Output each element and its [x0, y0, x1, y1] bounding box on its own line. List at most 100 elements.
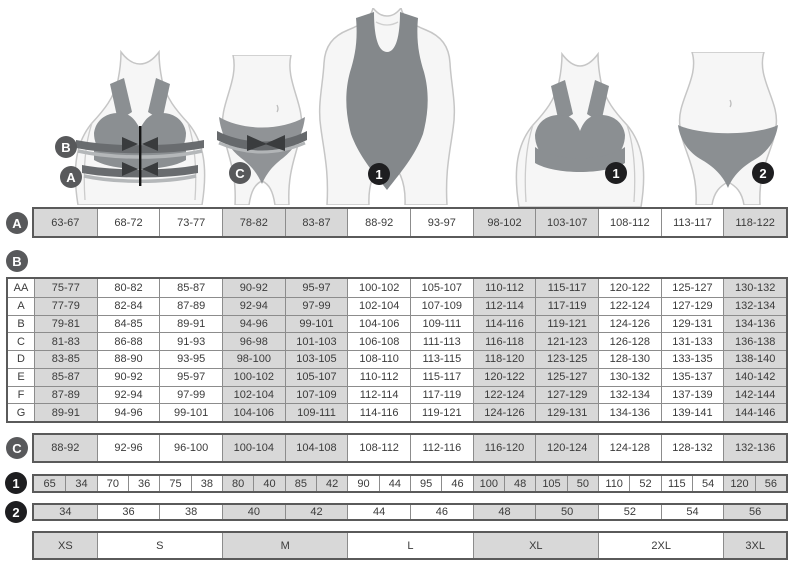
bust-range-cell: 127-129	[535, 385, 598, 404]
bra-measure-figure	[74, 49, 206, 205]
bust-range-cell: 96-98	[222, 332, 285, 350]
underbust-range-cell: 93-97	[410, 209, 473, 236]
bust-range-cell: 115-117	[410, 367, 473, 386]
hip-range-cell: 128-132	[660, 435, 724, 461]
underbust-range-cell: 78-82	[222, 209, 285, 236]
bra-strap	[587, 80, 609, 123]
bust-range-cell: 109-111	[284, 403, 348, 421]
hip-range-cell: 112-116	[410, 435, 473, 461]
hip-range-cell: 104-108	[284, 435, 348, 461]
bra-underband	[535, 147, 625, 172]
bust-range-cell: 129-131	[535, 403, 598, 421]
underbust-range-cell: 63-67	[34, 209, 97, 236]
bra-size-cell: 46	[441, 476, 472, 491]
bust-range-cell: 80-82	[96, 279, 160, 297]
bust-range-cell: 79-81	[34, 314, 97, 333]
underbust-band-label: A	[60, 166, 82, 188]
bra-label: 1	[605, 162, 627, 184]
bust-range-cell: 97-99	[284, 296, 348, 315]
brief-size-cell: 50	[535, 505, 598, 519]
bust-range-cell: 125-127	[660, 279, 724, 297]
brief-size-cell: 54	[660, 505, 724, 519]
hip-range-cell: 132-136	[723, 435, 786, 461]
hip-range-cell: 108-112	[347, 435, 410, 461]
bust-range-cell: 128-130	[598, 350, 661, 368]
bust-range-cell: 115-117	[535, 279, 598, 297]
bust-range-cell: 129-131	[660, 314, 724, 333]
bra-size-cell: 120	[723, 476, 755, 491]
brief-label: 2	[752, 162, 774, 184]
bust-range-cell: 94-96	[96, 403, 160, 421]
arrow-right-icon	[122, 137, 138, 151]
bust-range-cell: 90-92	[222, 279, 285, 297]
bust-range-cell: 110-112	[472, 279, 536, 297]
bust-range-cell: 114-116	[347, 403, 410, 421]
underbust-range-cell: 88-92	[347, 209, 410, 236]
bust-range-cell: 122-124	[472, 385, 536, 404]
bra-size-cell: 40	[253, 476, 285, 491]
bust-range-cell: 95-97	[159, 367, 222, 386]
arm-line	[83, 122, 93, 201]
navel-mark	[276, 104, 279, 113]
arrow-left-icon	[265, 135, 285, 151]
brief-size-cell: 42	[284, 505, 348, 519]
bust-range-cell: 132-134	[723, 296, 786, 315]
arm-line	[187, 122, 197, 201]
arm-line	[626, 124, 636, 203]
bra-size-cell: 50	[566, 476, 598, 491]
hip-band-highlight	[218, 141, 306, 154]
bust-range-cell: 131-133	[660, 332, 724, 350]
bust-range-cell: 124-126	[598, 314, 661, 333]
bust-range-cell: 126-128	[598, 332, 661, 350]
bust-range-cell: 135-137	[660, 367, 724, 386]
torso-silhouette	[515, 51, 645, 207]
bust-range-cell: 121-123	[535, 332, 598, 350]
row-c-header-circle: C	[6, 437, 28, 459]
bust-range-cell: 107-109	[410, 296, 473, 315]
bust-range-cell: 86-88	[96, 332, 160, 350]
bust-range-cell: 134-136	[598, 403, 661, 421]
brief-size-cell: 44	[347, 505, 410, 519]
bust-range-cell: 117-119	[535, 296, 598, 315]
bust-range-cell: 92-94	[96, 385, 160, 404]
bust-range-cell: 111-113	[410, 332, 473, 350]
brief-size-cell: 34	[34, 505, 97, 519]
bra-size-cell: 36	[128, 476, 159, 491]
collarbone-mark	[375, 21, 399, 26]
bust-range-cell: 144-146	[723, 403, 786, 421]
cup-row-label: E	[8, 367, 34, 386]
bust-range-cell: 87-89	[34, 385, 97, 404]
center-reference-line	[139, 126, 142, 186]
bust-range-cell: 124-126	[472, 403, 536, 421]
bust-range-cell: 140-142	[723, 367, 786, 386]
cup-row-label: C	[8, 332, 34, 350]
bra-strap	[148, 78, 170, 121]
intl-size-cell: XS	[34, 533, 97, 558]
bust-range-cell: 89-91	[34, 403, 97, 421]
bust-range-cell: 137-139	[660, 385, 724, 404]
hip-range-cell: 120-124	[535, 435, 598, 461]
bust-range-cell: 90-92	[96, 367, 160, 386]
hip-range-cell: 124-128	[598, 435, 661, 461]
bust-range-cell: 132-134	[598, 385, 661, 404]
bust-range-cell: 120-122	[472, 367, 536, 386]
bra-figure	[515, 51, 645, 207]
brief-size-cell: 48	[472, 505, 536, 519]
brief-size-cell: 46	[410, 505, 473, 519]
bra-size-cell: 95	[410, 476, 441, 491]
bra-strap	[110, 78, 132, 121]
bra-size-cell: 85	[284, 476, 316, 491]
underbust-range-cell: 68-72	[96, 209, 160, 236]
bust-range-cell: 130-132	[598, 367, 661, 386]
bra-size-cell: 70	[96, 476, 128, 491]
bust-range-cell: 113-115	[410, 350, 473, 368]
underbust-range-cell: 118-122	[723, 209, 786, 236]
bust-range-cell: 91-93	[159, 332, 222, 350]
bust-range-cell: 127-129	[660, 296, 724, 315]
bust-range-cell: 87-89	[159, 296, 222, 315]
bust-range-cell: 81-83	[34, 332, 97, 350]
bra-size-cell: 44	[378, 476, 410, 491]
bust-range-cell: 142-144	[723, 385, 786, 404]
bra-size-cell: 80	[222, 476, 254, 491]
